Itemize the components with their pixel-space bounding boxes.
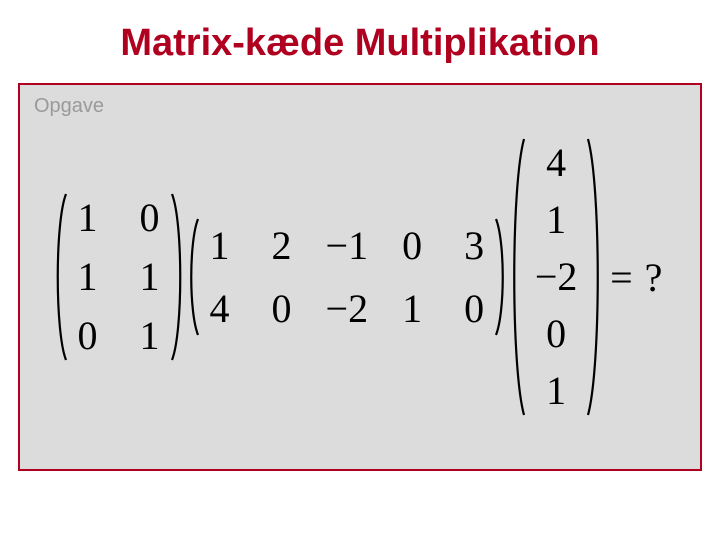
- matrix-b: 1 2 −1 0 3 4 0 −2 1 0: [186, 217, 509, 337]
- right-paren-icon: [494, 217, 508, 337]
- equation: 1 0 1 1 0 1 1 2 −1: [20, 85, 700, 469]
- right-paren-icon: [586, 137, 604, 417]
- cell: 1: [132, 257, 168, 297]
- cell: 0: [264, 289, 300, 329]
- left-paren-icon: [52, 192, 68, 362]
- left-paren-icon: [186, 217, 200, 337]
- left-paren-icon: [508, 137, 526, 417]
- cell: 3: [456, 226, 492, 266]
- cell: 0: [70, 316, 106, 356]
- cell: 1: [132, 316, 168, 356]
- cell: 0: [528, 314, 584, 354]
- matrix-b-cells: 1 2 −1 0 3 4 0 −2 1 0: [200, 217, 495, 337]
- matrix-a: 1 0 1 1 0 1: [52, 192, 186, 362]
- cell: −2: [326, 289, 369, 329]
- cell: −2: [528, 257, 584, 297]
- problem-panel: Opgave 1 0 1 1 0 1: [18, 83, 702, 471]
- cell: 1: [202, 226, 238, 266]
- cell: 0: [394, 226, 430, 266]
- cell: 4: [528, 143, 584, 183]
- matrix-c: 4 1 −2 0 1: [508, 137, 604, 417]
- cell: 1: [70, 198, 106, 238]
- cell: 4: [202, 289, 238, 329]
- right-paren-icon: [170, 192, 186, 362]
- equals-sign: =: [604, 254, 639, 301]
- cell: 0: [456, 289, 492, 329]
- cell: 2: [264, 226, 300, 266]
- cell: 0: [132, 198, 168, 238]
- cell: 1: [528, 371, 584, 411]
- cell: 1: [528, 200, 584, 240]
- page-title: Matrix-kæde Multiplikation: [0, 0, 720, 83]
- matrix-c-cells: 4 1 −2 0 1: [526, 137, 586, 417]
- matrix-a-cells: 1 0 1 1 0 1: [68, 192, 170, 362]
- cell: 1: [394, 289, 430, 329]
- cell: 1: [70, 257, 106, 297]
- result-placeholder: ?: [639, 254, 669, 301]
- cell: −1: [326, 226, 369, 266]
